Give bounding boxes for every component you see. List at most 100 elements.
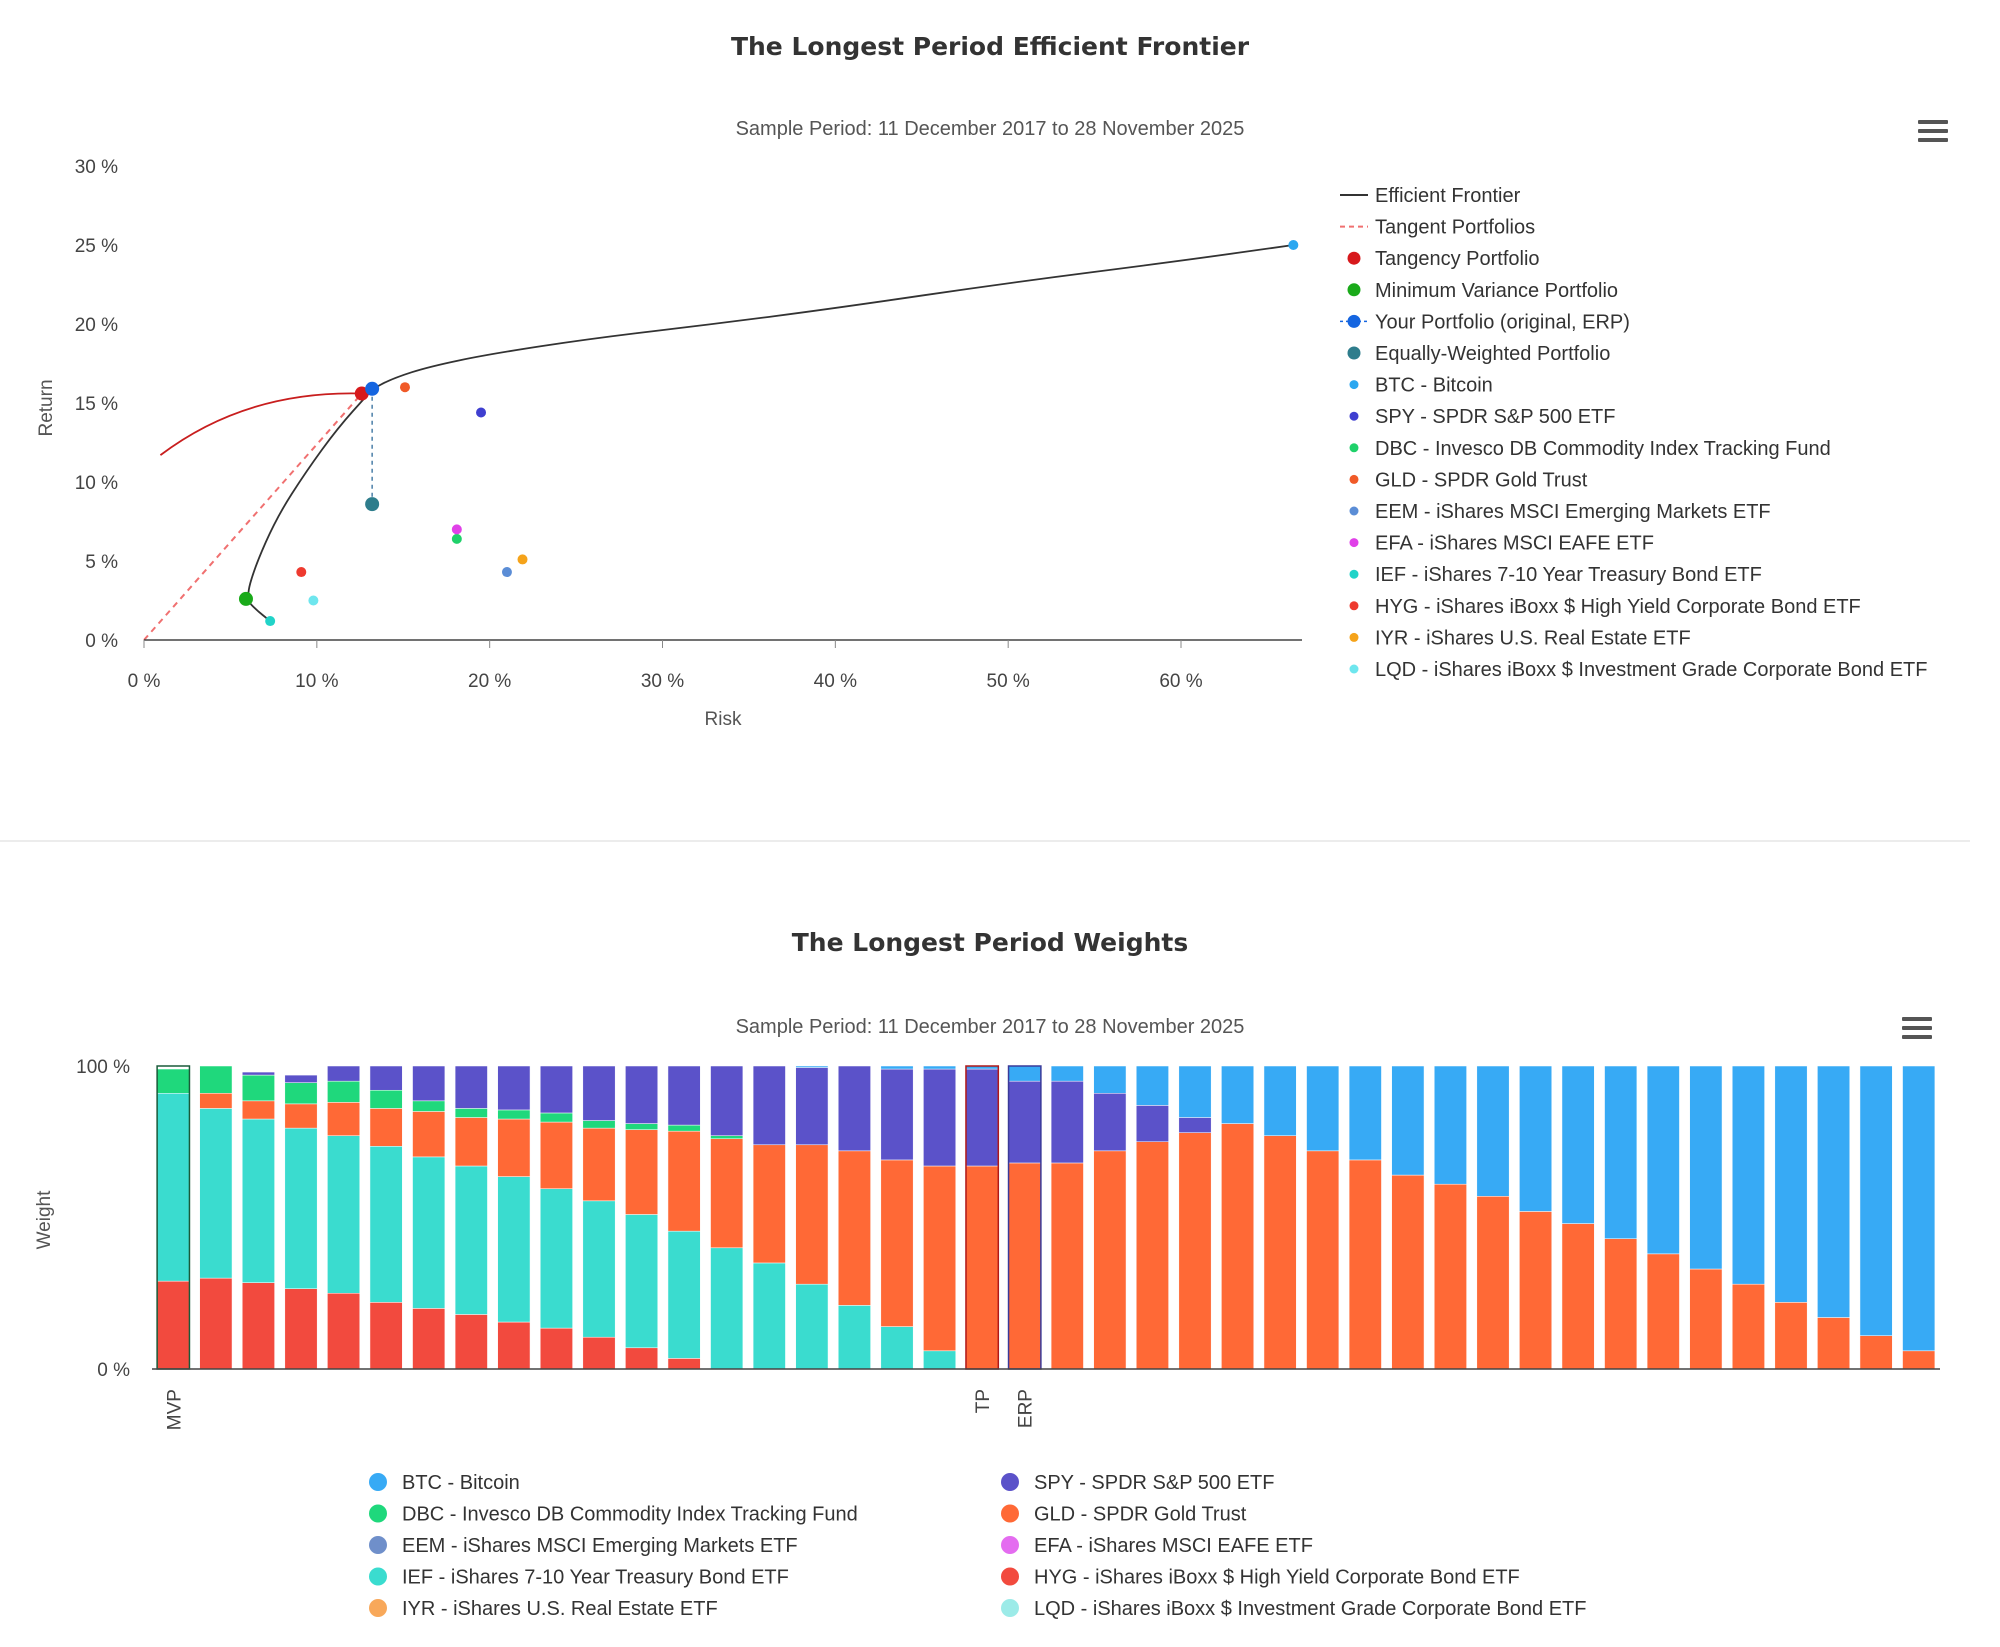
weight-bar-gld[interactable]	[582, 1127, 616, 1202]
weight-bar-gld[interactable]	[327, 1102, 360, 1136]
weight-bar-hyg[interactable]	[497, 1321, 531, 1370]
frontier-legend-item[interactable]: DBC - Invesco DB Commodity Index Trackin…	[1349, 438, 1831, 460]
weight-bar-gld[interactable]	[1434, 1183, 1467, 1370]
weight-bar-ief[interactable]	[880, 1326, 914, 1370]
weight-bar-gld[interactable]	[752, 1144, 786, 1264]
weight-bar-gld[interactable]	[1476, 1196, 1510, 1370]
frontier-legend-item[interactable]: GLD - SPDR Gold Trust	[1349, 469, 1588, 491]
weight-bar-btc[interactable]	[1774, 1065, 1808, 1303]
weight-bar-gld[interactable]	[454, 1117, 488, 1167]
asset-point-efa[interactable]	[451, 524, 462, 535]
frontier-legend-item[interactable]: Efficient Frontier	[1340, 185, 1521, 207]
weight-bar-btc[interactable]	[1859, 1065, 1893, 1336]
weight-bar-ief[interactable]	[284, 1127, 318, 1289]
weight-bar-gld[interactable]	[710, 1138, 744, 1249]
frontier-legend-item[interactable]: BTC - Bitcoin	[1349, 375, 1493, 397]
frontier-legend-item[interactable]: SPY - SPDR S&P 500 ETF	[1349, 406, 1616, 428]
weight-bar-btc[interactable]	[923, 1065, 956, 1070]
weight-bar-gld[interactable]	[1519, 1211, 1552, 1370]
weight-bar-gld[interactable]	[242, 1100, 275, 1120]
weight-bar-gld[interactable]	[1902, 1350, 1936, 1370]
weight-bar-gld[interactable]	[965, 1165, 999, 1370]
weight-bar-ief[interactable]	[412, 1156, 446, 1309]
weight-bar-dbc[interactable]	[582, 1120, 616, 1129]
weight-bar-ief[interactable]	[625, 1214, 658, 1349]
weight-bar-btc[interactable]	[1689, 1065, 1723, 1270]
weight-bar-btc[interactable]	[1476, 1065, 1510, 1197]
asset-point-spy[interactable]	[476, 407, 487, 418]
weight-bar-spy[interactable]	[752, 1065, 786, 1146]
weight-bar-hyg[interactable]	[242, 1282, 275, 1370]
weight-bar-gld[interactable]	[1859, 1335, 1893, 1370]
weight-bar-gld[interactable]	[1136, 1141, 1169, 1370]
weight-bar-gld[interactable]	[625, 1129, 658, 1215]
weight-bar-spy[interactable]	[667, 1065, 701, 1126]
weight-bar-gld[interactable]	[880, 1159, 914, 1327]
weight-bar-ief[interactable]	[540, 1188, 573, 1329]
weight-bar-hyg[interactable]	[327, 1293, 360, 1370]
frontier-menu-icon[interactable]	[1918, 120, 1948, 144]
weight-bar-ief[interactable]	[667, 1230, 701, 1359]
weight-bar-dbc[interactable]	[242, 1074, 275, 1102]
weight-bar-spy[interactable]	[1178, 1117, 1212, 1133]
weight-bar-dbc[interactable]	[284, 1082, 318, 1105]
weights-legend-item[interactable]: DBC - Invesco DB Commodity Index Trackin…	[369, 1504, 858, 1526]
weight-bar-spy[interactable]	[582, 1065, 616, 1121]
weight-bar-hyg[interactable]	[667, 1358, 701, 1370]
weight-bar-btc[interactable]	[1050, 1065, 1084, 1082]
weight-bar-spy[interactable]	[412, 1065, 446, 1102]
weights-legend-item[interactable]: HYG - iShares iBoxx $ High Yield Corpora…	[1001, 1567, 1520, 1589]
weight-bar-btc[interactable]	[1732, 1065, 1765, 1285]
weight-bar-spy[interactable]	[540, 1065, 573, 1114]
weight-bar-hyg[interactable]	[156, 1280, 190, 1370]
weight-bar-dbc[interactable]	[412, 1100, 446, 1112]
frontier-legend-item[interactable]: Your Portfolio (original, ERP)	[1340, 311, 1630, 333]
weight-bar-btc[interactable]	[1519, 1065, 1552, 1212]
weight-bar-spy[interactable]	[838, 1065, 871, 1152]
portfolio-point-your[interactable]	[365, 381, 380, 396]
asset-point-lqd[interactable]	[308, 595, 319, 606]
frontier-legend-item[interactable]: Equally-Weighted Portfolio	[1347, 343, 1611, 365]
weight-bar-btc[interactable]	[1604, 1065, 1638, 1239]
weight-bar-hyg[interactable]	[369, 1302, 403, 1370]
weight-bar-spy[interactable]	[923, 1068, 956, 1167]
asset-point-hyg[interactable]	[296, 567, 307, 578]
weight-bar-gld[interactable]	[1008, 1162, 1042, 1370]
frontier-legend-item[interactable]: Tangent Portfolios	[1340, 217, 1535, 239]
weight-bar-spy[interactable]	[1093, 1093, 1127, 1152]
weight-bar-ief[interactable]	[582, 1200, 616, 1338]
weight-bar-gld[interactable]	[1646, 1253, 1680, 1370]
weight-bar-dbc[interactable]	[454, 1108, 488, 1118]
weight-bar-btc[interactable]	[880, 1065, 914, 1070]
weight-bar-dbc[interactable]	[710, 1135, 744, 1139]
weight-bar-gld[interactable]	[1178, 1132, 1212, 1370]
weight-bar-gld[interactable]	[369, 1108, 403, 1147]
weight-bar-btc[interactable]	[1221, 1065, 1254, 1124]
weight-bar-spy[interactable]	[795, 1067, 829, 1146]
weight-bar-spy[interactable]	[1050, 1080, 1084, 1164]
weight-bar-gld[interactable]	[1561, 1223, 1595, 1370]
weight-bar-gld[interactable]	[1689, 1268, 1723, 1370]
weight-bar-dbc[interactable]	[156, 1068, 190, 1094]
weight-bar-btc[interactable]	[1902, 1065, 1936, 1352]
weight-bar-dbc[interactable]	[625, 1123, 658, 1130]
weight-bar-ief[interactable]	[327, 1135, 360, 1294]
weights-legend-item[interactable]: IYR - iShares U.S. Real Estate ETF	[369, 1598, 718, 1620]
weight-bar-gld[interactable]	[923, 1165, 956, 1352]
weight-bar-ief[interactable]	[710, 1247, 744, 1370]
portfolio-point-minimum[interactable]	[238, 591, 253, 606]
weight-bar-btc[interactable]	[1306, 1065, 1340, 1152]
weight-bar-spy[interactable]	[965, 1068, 999, 1167]
weights-legend-item[interactable]: GLD - SPDR Gold Trust	[1001, 1504, 1247, 1526]
weight-bar-dbc[interactable]	[369, 1089, 403, 1109]
weight-bar-btc[interactable]	[1646, 1065, 1680, 1255]
weight-bar-dbc[interactable]	[327, 1080, 360, 1103]
frontier-legend-item[interactable]: LQD - iShares iBoxx $ Investment Grade C…	[1349, 659, 1928, 681]
weight-bar-gld[interactable]	[199, 1093, 233, 1109]
weight-bar-btc[interactable]	[1348, 1065, 1382, 1161]
weights-legend-item[interactable]: EFA - iShares MSCI EAFE ETF	[1001, 1535, 1313, 1557]
frontier-legend-item[interactable]: IYR - iShares U.S. Real Estate ETF	[1349, 627, 1691, 649]
weight-bar-spy[interactable]	[242, 1071, 275, 1076]
weight-bar-btc[interactable]	[1008, 1065, 1042, 1082]
weight-bar-dbc[interactable]	[540, 1112, 573, 1123]
